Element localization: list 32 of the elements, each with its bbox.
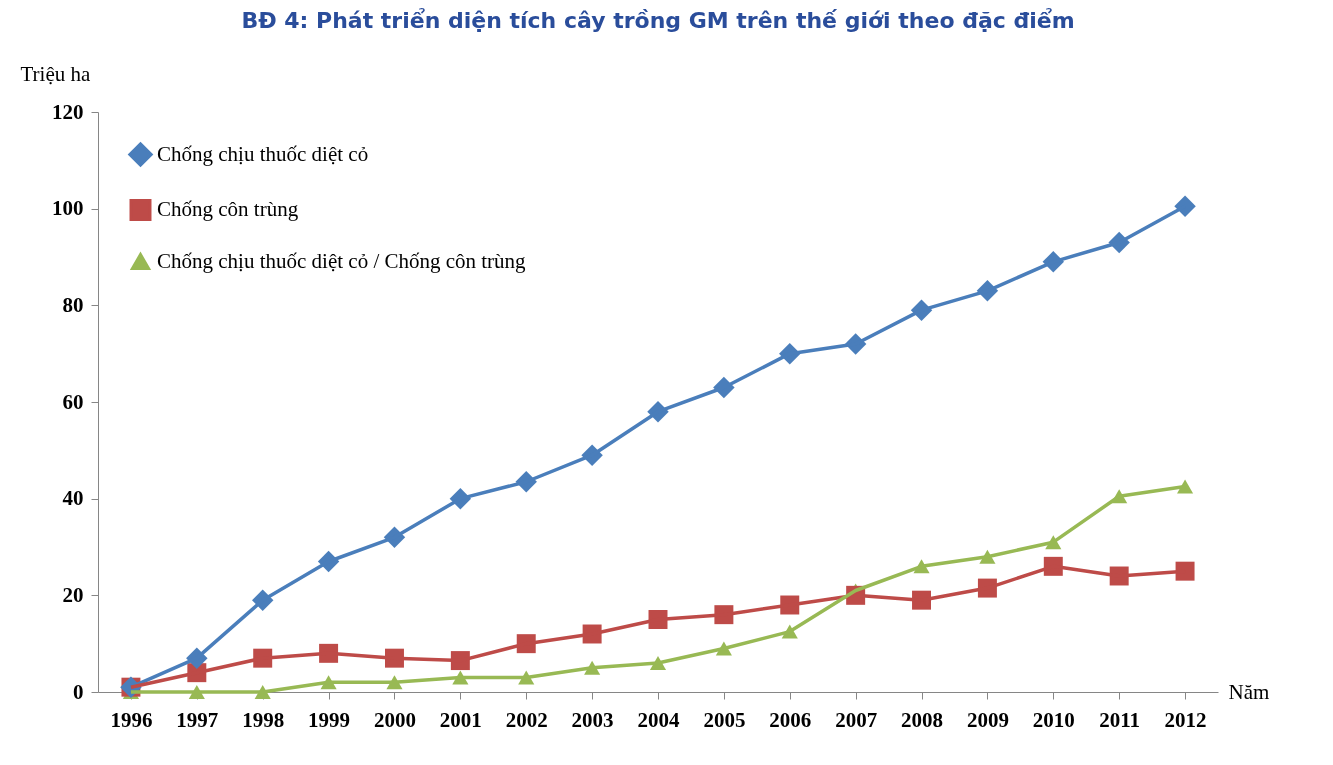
x-tick-label: 2011 bbox=[1099, 707, 1141, 732]
x-tick-label: 1996 bbox=[110, 707, 153, 732]
x-tick-label: 2008 bbox=[901, 707, 944, 732]
x-tick-label: 2009 bbox=[966, 707, 1009, 732]
y-tick-label: 120 bbox=[52, 99, 84, 124]
x-tick-label: 2003 bbox=[571, 707, 614, 732]
x-tick-label: 2005 bbox=[703, 707, 746, 732]
x-axis-title: Năm bbox=[1228, 679, 1270, 704]
y-tick-label: 100 bbox=[52, 196, 84, 221]
y-tick-label: 40 bbox=[62, 486, 84, 511]
y-tick-label: 0 bbox=[73, 679, 84, 704]
chart-title: BĐ 4: Phát triển diện tích cây trồng GM trên thế giới theo đặc điểm bbox=[241, 8, 1075, 33]
x-tick-label: 2007 bbox=[835, 707, 878, 732]
y-tick-label: 80 bbox=[62, 292, 84, 317]
x-tick-label: 2000 bbox=[373, 707, 416, 732]
x-tick-label: 2006 bbox=[769, 707, 812, 732]
legend-label: Chống côn trùng bbox=[157, 197, 299, 221]
x-tick-label: 1998 bbox=[242, 707, 285, 732]
y-tick-label: 60 bbox=[62, 389, 84, 414]
x-tick-label: 2004 bbox=[637, 707, 680, 732]
legend-label: Chống chịu thuốc diệt cỏ bbox=[157, 141, 369, 166]
y-tick-label: 20 bbox=[62, 582, 84, 607]
point bbox=[1175, 561, 1195, 581]
point bbox=[1177, 479, 1194, 494]
x-tick-label: 2010 bbox=[1032, 707, 1075, 732]
y-axis-title: Triệu ha bbox=[20, 61, 91, 86]
x-tick-label: 2012 bbox=[1164, 707, 1207, 732]
x-tick-label: 1999 bbox=[308, 707, 351, 732]
x-tick-label: 2001 bbox=[439, 707, 482, 732]
x-tick-label: 1997 bbox=[176, 707, 219, 732]
x-tick-label: 2002 bbox=[505, 707, 548, 732]
legend-label: Chống chịu thuốc diệt cỏ / Chống côn trùng bbox=[157, 248, 527, 273]
